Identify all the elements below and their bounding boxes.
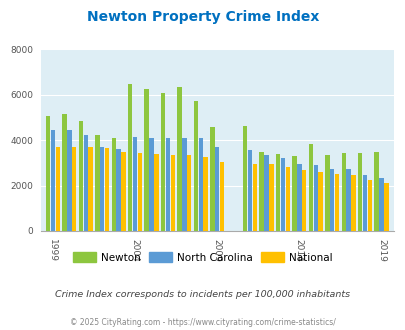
Bar xyxy=(100,147,104,231)
Bar xyxy=(243,125,247,231)
Bar xyxy=(313,165,317,231)
Bar xyxy=(62,114,66,231)
Bar xyxy=(210,127,214,231)
Bar xyxy=(318,172,322,231)
Bar xyxy=(132,137,137,231)
Bar xyxy=(203,157,207,231)
Bar xyxy=(367,180,371,231)
Bar xyxy=(280,158,284,231)
Bar xyxy=(301,170,306,231)
Bar xyxy=(104,148,109,231)
Bar xyxy=(149,138,153,231)
Bar xyxy=(308,144,312,231)
Text: © 2025 CityRating.com - https://www.cityrating.com/crime-statistics/: © 2025 CityRating.com - https://www.city… xyxy=(70,318,335,327)
Bar xyxy=(247,150,252,231)
Bar xyxy=(341,153,345,231)
Bar xyxy=(182,138,186,231)
Bar xyxy=(160,93,165,231)
Bar xyxy=(264,155,268,231)
Bar xyxy=(292,156,296,231)
Bar xyxy=(324,155,329,231)
Bar xyxy=(259,151,263,231)
Bar xyxy=(285,167,289,231)
Bar xyxy=(345,169,350,231)
Bar xyxy=(55,147,60,231)
Bar xyxy=(357,153,362,231)
Bar xyxy=(46,116,50,231)
Bar xyxy=(219,162,224,231)
Bar xyxy=(215,147,219,231)
Bar xyxy=(95,135,99,231)
Bar xyxy=(67,130,71,231)
Bar xyxy=(193,101,198,231)
Bar xyxy=(252,164,256,231)
Bar xyxy=(378,178,383,231)
Bar xyxy=(165,138,170,231)
Bar xyxy=(329,169,334,231)
Bar xyxy=(334,174,339,231)
Bar xyxy=(72,147,76,231)
Bar xyxy=(144,89,149,231)
Bar xyxy=(83,135,88,231)
Bar xyxy=(177,87,181,231)
Bar xyxy=(51,130,55,231)
Bar xyxy=(79,121,83,231)
Bar xyxy=(121,151,126,231)
Bar xyxy=(198,138,202,231)
Bar xyxy=(269,164,273,231)
Bar xyxy=(296,164,301,231)
Bar xyxy=(362,176,367,231)
Text: Newton Property Crime Index: Newton Property Crime Index xyxy=(87,10,318,24)
Bar xyxy=(88,147,93,231)
Text: Crime Index corresponds to incidents per 100,000 inhabitants: Crime Index corresponds to incidents per… xyxy=(55,290,350,299)
Bar xyxy=(170,155,175,231)
Bar xyxy=(111,138,116,231)
Bar xyxy=(350,176,355,231)
Bar xyxy=(383,183,388,231)
Bar xyxy=(137,153,142,231)
Bar xyxy=(116,149,121,231)
Legend: Newton, North Carolina, National: Newton, North Carolina, National xyxy=(68,248,337,267)
Bar xyxy=(275,154,279,231)
Bar xyxy=(373,151,378,231)
Bar xyxy=(128,83,132,231)
Bar xyxy=(154,154,158,231)
Bar xyxy=(187,155,191,231)
